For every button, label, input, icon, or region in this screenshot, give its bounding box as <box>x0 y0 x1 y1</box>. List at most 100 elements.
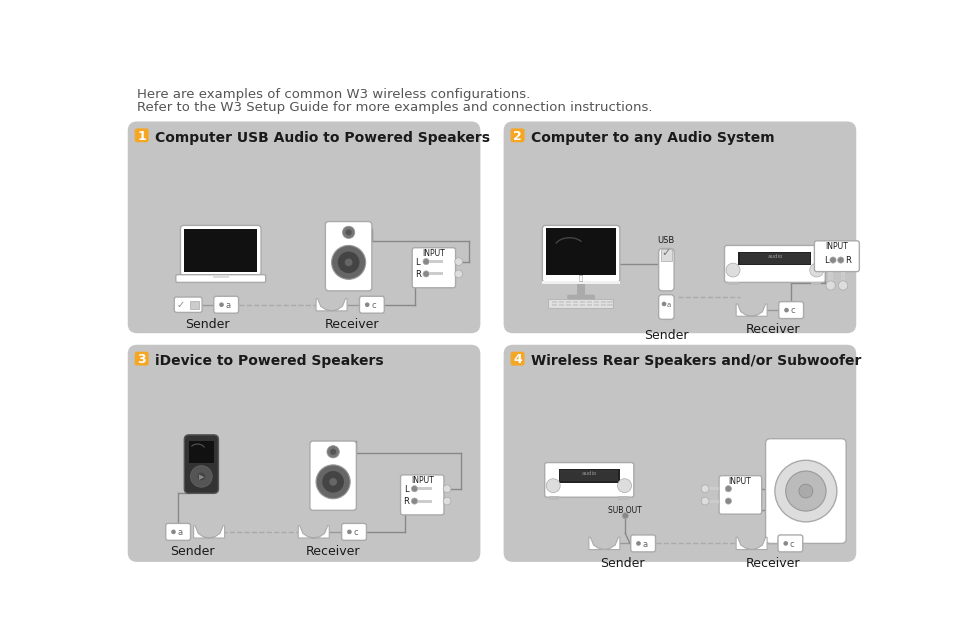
Circle shape <box>444 497 451 505</box>
Circle shape <box>345 259 352 266</box>
FancyBboxPatch shape <box>325 221 372 291</box>
Text: a: a <box>177 528 182 537</box>
Bar <box>565 304 571 307</box>
Text: 3: 3 <box>137 353 146 366</box>
Bar <box>561 470 618 481</box>
PathPatch shape <box>736 537 767 550</box>
Bar <box>418 487 432 490</box>
Bar <box>660 248 672 261</box>
PathPatch shape <box>316 298 348 311</box>
Text: c: c <box>790 307 795 316</box>
Text: INPUT: INPUT <box>826 243 849 252</box>
Circle shape <box>346 229 351 236</box>
Bar <box>572 301 578 303</box>
Text: R: R <box>403 497 409 506</box>
FancyBboxPatch shape <box>778 535 803 552</box>
Bar <box>608 301 612 303</box>
Circle shape <box>338 252 359 273</box>
Circle shape <box>343 226 355 239</box>
FancyBboxPatch shape <box>400 475 444 515</box>
FancyBboxPatch shape <box>128 122 480 333</box>
Circle shape <box>412 498 418 504</box>
Circle shape <box>725 486 732 492</box>
FancyBboxPatch shape <box>310 441 356 510</box>
Bar <box>546 228 616 275</box>
Text: 2: 2 <box>514 129 522 143</box>
Text: Computer to any Audio System: Computer to any Audio System <box>531 131 775 145</box>
Text: Receiver: Receiver <box>745 557 800 570</box>
Circle shape <box>775 460 837 522</box>
Circle shape <box>829 257 836 263</box>
Circle shape <box>190 466 212 487</box>
Bar <box>593 301 599 303</box>
Circle shape <box>331 245 366 279</box>
Circle shape <box>323 471 344 493</box>
Bar <box>608 304 612 307</box>
Bar <box>429 273 444 275</box>
Bar <box>565 301 571 303</box>
FancyBboxPatch shape <box>134 352 149 365</box>
Text: L: L <box>416 258 420 267</box>
Text: Sender: Sender <box>170 545 214 558</box>
Text: iDevice to Powered Speakers: iDevice to Powered Speakers <box>155 354 383 368</box>
Text: Sender: Sender <box>185 318 229 331</box>
Bar <box>593 304 599 307</box>
Circle shape <box>725 498 732 504</box>
Bar <box>577 282 585 296</box>
Circle shape <box>726 263 740 277</box>
FancyBboxPatch shape <box>567 294 595 300</box>
Bar <box>552 301 557 303</box>
Bar <box>189 441 214 463</box>
Circle shape <box>455 258 463 266</box>
Bar <box>828 271 833 282</box>
FancyBboxPatch shape <box>134 129 149 142</box>
Text: INPUT: INPUT <box>411 476 434 484</box>
Bar <box>580 304 585 307</box>
Bar <box>418 500 432 502</box>
Bar <box>184 229 257 271</box>
FancyBboxPatch shape <box>128 345 480 562</box>
Text: c: c <box>353 528 358 537</box>
Text: ▶: ▶ <box>199 474 204 480</box>
Bar <box>618 497 629 500</box>
Circle shape <box>546 479 561 493</box>
Bar <box>708 487 719 490</box>
Text: a: a <box>226 301 230 310</box>
Circle shape <box>617 479 632 493</box>
FancyBboxPatch shape <box>548 300 613 308</box>
Text: ✓: ✓ <box>177 301 184 310</box>
Text: Receiver: Receiver <box>306 545 360 558</box>
Bar <box>572 304 578 307</box>
Bar <box>708 500 719 502</box>
Text: 4: 4 <box>514 353 522 366</box>
FancyBboxPatch shape <box>175 297 203 312</box>
FancyBboxPatch shape <box>359 296 384 313</box>
Text: a: a <box>666 301 671 308</box>
Text: R: R <box>845 255 851 264</box>
Bar <box>542 281 620 284</box>
Text: c: c <box>372 301 375 310</box>
Text: c: c <box>790 540 794 548</box>
PathPatch shape <box>194 525 225 538</box>
Circle shape <box>412 486 418 492</box>
Bar <box>190 301 199 308</box>
Circle shape <box>348 529 351 534</box>
Text: L: L <box>403 485 408 494</box>
Bar <box>429 260 444 263</box>
Circle shape <box>171 529 176 534</box>
FancyBboxPatch shape <box>504 122 856 333</box>
Circle shape <box>783 541 788 546</box>
Bar <box>810 282 822 285</box>
Circle shape <box>329 478 337 486</box>
Circle shape <box>838 257 844 263</box>
Text: Here are examples of common W3 wireless configurations.: Here are examples of common W3 wireless … <box>137 88 530 100</box>
Circle shape <box>327 445 339 458</box>
FancyBboxPatch shape <box>765 438 846 543</box>
FancyBboxPatch shape <box>659 248 674 291</box>
Text: a: a <box>642 540 647 548</box>
Circle shape <box>365 303 370 307</box>
Bar <box>587 301 592 303</box>
Circle shape <box>330 449 336 455</box>
PathPatch shape <box>588 537 620 550</box>
Bar <box>213 275 228 278</box>
